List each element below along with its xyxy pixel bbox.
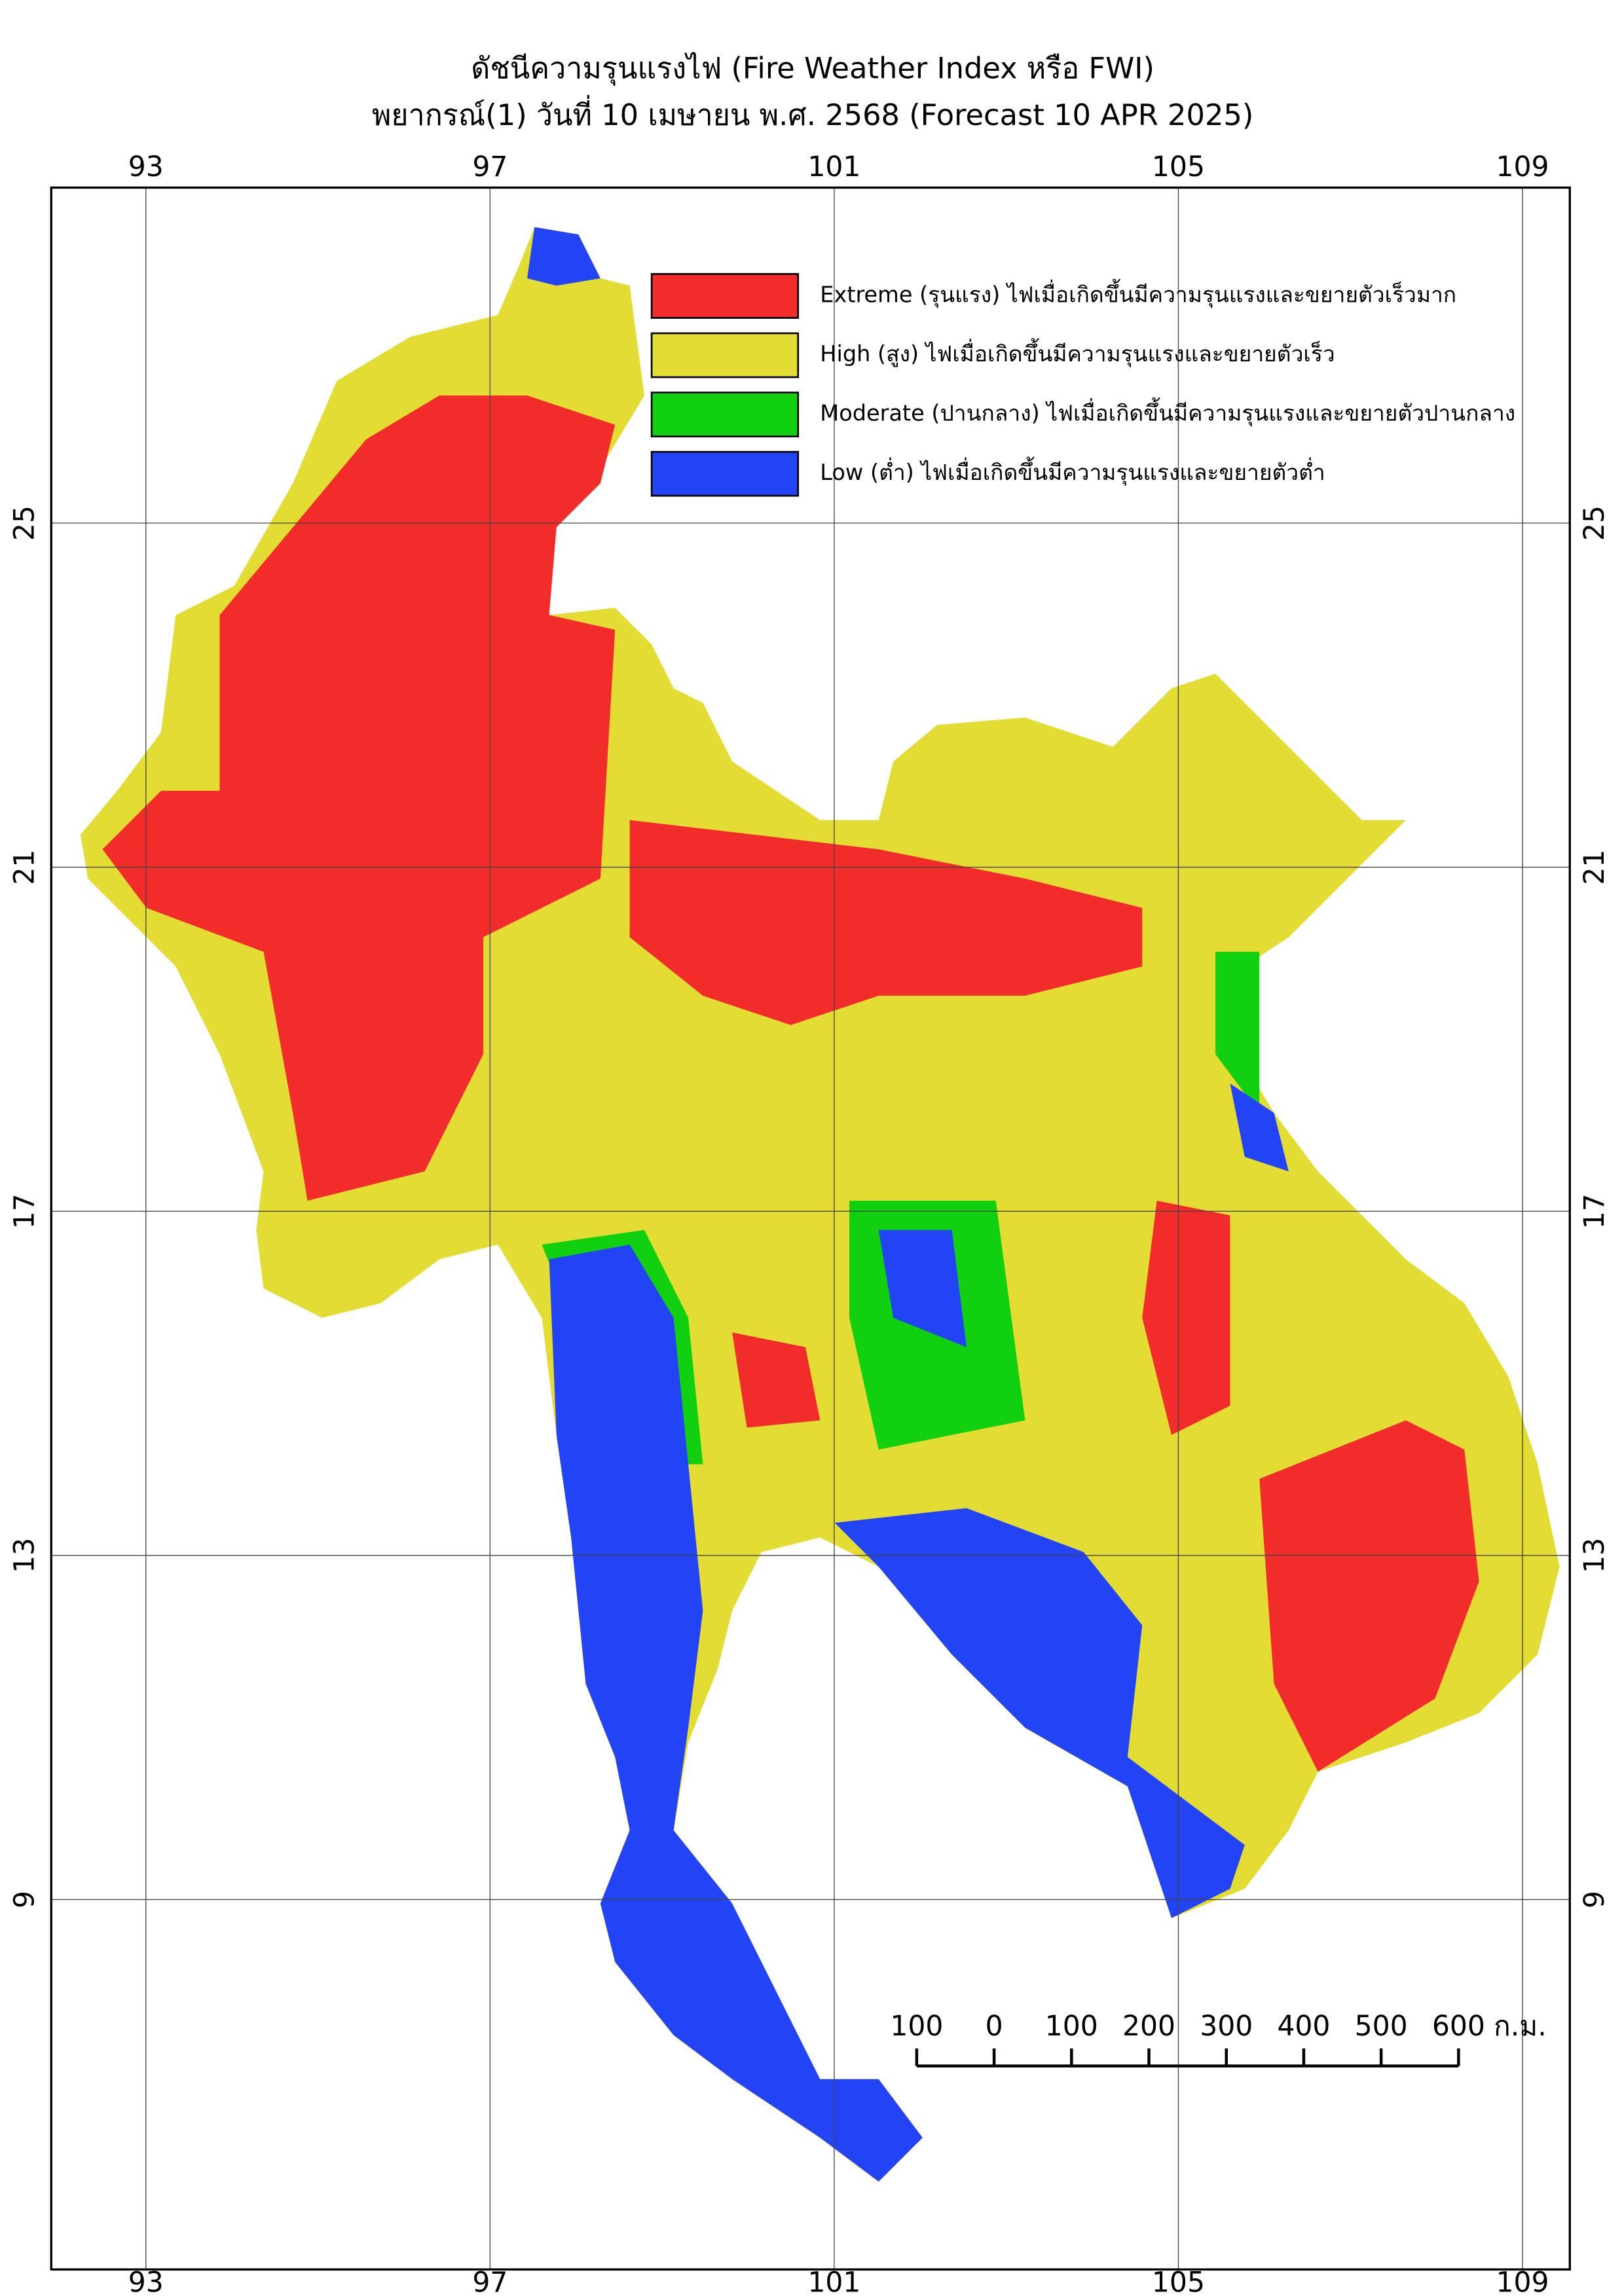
scale-label: 0 [986, 2011, 1003, 2043]
legend-label: High (สูง) ไฟเมื่อเกิดขึ้นมีความรุนแรงแล… [820, 338, 1335, 367]
y-tick-label: 9 [1579, 1891, 1611, 1908]
x-tick-label: 93 [128, 151, 164, 183]
y-tick-label: 17 [9, 1194, 41, 1229]
legend-label: Moderate (ปานกลาง) ไฟเมื่อเกิดขึ้นมีความ… [820, 397, 1515, 427]
low-zone [527, 227, 600, 286]
scale-label: 400 [1277, 2011, 1330, 2043]
subtitle: พยากรณ์(1) วันที่ 10 เมษายน พ.ศ. 2568 (F… [372, 95, 1253, 132]
scale-bar: 100 0 100 200 300 400 500 600 ก.ม. [890, 2011, 1547, 2068]
y-tick-label: 9 [9, 1891, 41, 1908]
scale-label: 100 [1045, 2011, 1098, 2043]
scale-label: 300 [1200, 2011, 1253, 2043]
scale-label: 600 [1432, 2011, 1485, 2043]
extreme-zone [732, 1332, 821, 1428]
y-tick-label: 13 [1579, 1538, 1611, 1573]
map-area [80, 227, 1560, 2182]
scale-unit: ก.ม. [1494, 2011, 1547, 2043]
legend-swatch [650, 332, 800, 378]
low-zone [549, 1245, 923, 2182]
x-tick-label: 93 [128, 2267, 164, 2296]
legend-swatch [650, 392, 800, 438]
low-zone [1230, 1084, 1289, 1172]
scale-label: 500 [1355, 2011, 1408, 2043]
title: ดัชนีความรุนแรงไฟ (Fire Weather Index หร… [471, 51, 1154, 86]
x-tick-label: 101 [807, 2267, 860, 2296]
extreme-zone [1142, 1201, 1230, 1435]
scale-label: 200 [1122, 2011, 1175, 2043]
x-tick-label: 109 [1496, 2267, 1549, 2296]
y-tick-label: 13 [9, 1538, 41, 1573]
legend-label: Low (ต่ำ) ไฟเมื่อเกิดขึ้นมีความรุนแรงและ… [820, 456, 1325, 486]
legend-label: Extreme (รุนแรง) ไฟเมื่อเกิดขึ้นมีความรุ… [820, 279, 1456, 308]
extreme-zone [1259, 1420, 1479, 1772]
x-tick-label: 109 [1496, 151, 1549, 183]
graticule: 93 93 97 97 101 101 105 105 109 109 25 25 21 21 17 17 13… [9, 151, 1611, 2296]
y-tick-label: 25 [1579, 505, 1611, 541]
y-tick-label: 17 [1579, 1194, 1611, 1229]
x-tick-label: 97 [472, 2267, 507, 2296]
legend: Extreme (รุนแรง) ไฟเมื่อเกิดขึ้นมีความรุ… [650, 273, 1515, 497]
low-zone [878, 1230, 967, 1347]
moderate-zone [1215, 951, 1260, 1113]
scale-label: 100 [890, 2011, 943, 2043]
low-zone [834, 1508, 1245, 1918]
x-tick-label: 105 [1152, 2267, 1205, 2296]
y-tick-label: 25 [9, 505, 41, 541]
legend-swatch [650, 450, 800, 497]
legend-swatch [650, 273, 800, 319]
x-tick-label: 105 [1152, 151, 1205, 183]
y-tick-label: 21 [9, 850, 41, 885]
x-tick-label: 97 [472, 151, 507, 183]
extreme-zone [102, 395, 616, 1201]
x-tick-label: 101 [807, 151, 860, 183]
extreme-zone [629, 820, 1143, 1025]
map-frame [50, 186, 1571, 2271]
y-tick-label: 21 [1579, 850, 1611, 885]
